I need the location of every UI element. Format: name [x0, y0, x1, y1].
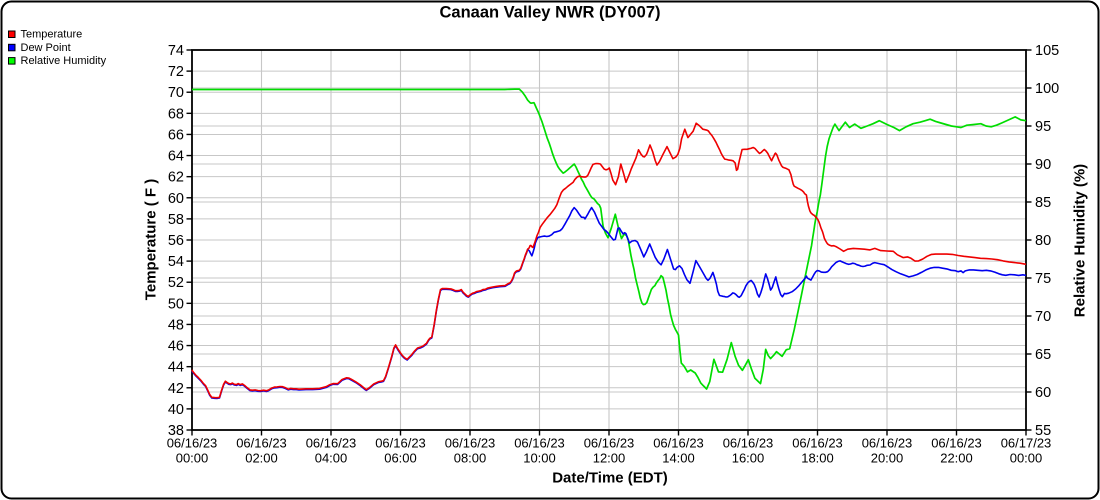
svg-text:06:00: 06:00: [384, 451, 417, 466]
svg-text:65: 65: [1035, 347, 1051, 363]
svg-text:60: 60: [1035, 385, 1051, 401]
svg-text:08:00: 08:00: [454, 451, 487, 466]
svg-text:20:00: 20:00: [871, 451, 904, 466]
svg-text:22:00: 22:00: [940, 451, 973, 466]
svg-text:105: 105: [1035, 43, 1059, 59]
svg-text:00:00: 00:00: [1010, 451, 1043, 466]
svg-text:06/16/23: 06/16/23: [723, 436, 774, 451]
svg-text:Temperature ( F ): Temperature ( F ): [143, 179, 160, 300]
svg-text:06/16/23: 06/16/23: [653, 436, 704, 451]
svg-text:60: 60: [168, 191, 184, 207]
svg-text:02:00: 02:00: [245, 451, 278, 466]
svg-text:64: 64: [168, 149, 184, 165]
svg-text:06/16/23: 06/16/23: [375, 436, 426, 451]
svg-text:06/16/23: 06/16/23: [514, 436, 565, 451]
svg-text:95: 95: [1035, 119, 1051, 135]
svg-text:52: 52: [168, 275, 184, 291]
svg-text:Dew Point: Dew Point: [21, 42, 71, 54]
svg-text:70: 70: [1035, 309, 1051, 325]
svg-text:06/16/23: 06/16/23: [792, 436, 843, 451]
svg-text:50: 50: [168, 296, 184, 312]
svg-text:44: 44: [168, 360, 184, 376]
svg-text:00:00: 00:00: [176, 451, 209, 466]
svg-text:Relative Humidity: Relative Humidity: [21, 55, 107, 67]
svg-text:85: 85: [1035, 195, 1051, 211]
svg-text:100: 100: [1035, 81, 1059, 97]
svg-text:90: 90: [1035, 157, 1051, 173]
svg-text:06/17/23: 06/17/23: [1001, 436, 1052, 451]
svg-text:42: 42: [168, 381, 184, 397]
svg-text:56: 56: [168, 233, 184, 249]
svg-text:18:00: 18:00: [801, 451, 834, 466]
svg-text:46: 46: [168, 339, 184, 355]
svg-text:70: 70: [168, 85, 184, 101]
svg-text:55: 55: [1035, 423, 1051, 439]
svg-text:10:00: 10:00: [523, 451, 556, 466]
svg-text:06/16/23: 06/16/23: [236, 436, 287, 451]
svg-text:68: 68: [168, 106, 184, 122]
svg-text:16:00: 16:00: [732, 451, 765, 466]
svg-text:14:00: 14:00: [662, 451, 695, 466]
svg-text:38: 38: [168, 423, 184, 439]
svg-text:40: 40: [168, 402, 184, 418]
svg-text:74: 74: [168, 43, 184, 59]
svg-text:06/16/23: 06/16/23: [584, 436, 635, 451]
svg-text:06/16/23: 06/16/23: [862, 436, 913, 451]
svg-text:62: 62: [168, 170, 184, 186]
svg-text:48: 48: [168, 317, 184, 333]
svg-text:06/16/23: 06/16/23: [931, 436, 982, 451]
svg-text:75: 75: [1035, 271, 1051, 287]
svg-text:58: 58: [168, 212, 184, 228]
svg-text:54: 54: [168, 254, 184, 270]
svg-text:12:00: 12:00: [593, 451, 626, 466]
svg-text:Date/Time (EDT): Date/Time (EDT): [552, 469, 668, 486]
svg-text:04:00: 04:00: [315, 451, 348, 466]
svg-text:06/16/23: 06/16/23: [167, 436, 218, 451]
svg-text:Relative Humidity (%): Relative Humidity (%): [1072, 164, 1089, 317]
svg-text:Temperature: Temperature: [21, 29, 83, 41]
svg-text:66: 66: [168, 127, 184, 143]
svg-text:72: 72: [168, 64, 184, 80]
svg-text:80: 80: [1035, 233, 1051, 249]
svg-text:06/16/23: 06/16/23: [445, 436, 496, 451]
svg-text:06/16/23: 06/16/23: [306, 436, 357, 451]
svg-text:Canaan Valley NWR (DY007): Canaan Valley NWR (DY007): [440, 4, 661, 22]
